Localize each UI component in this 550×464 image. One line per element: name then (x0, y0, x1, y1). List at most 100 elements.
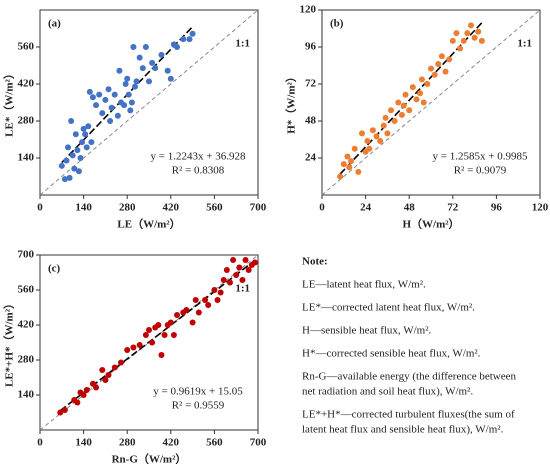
point (442, 68, 449, 75)
x-tick-label: 0 (319, 202, 325, 214)
point (346, 164, 353, 171)
point (61, 407, 68, 413)
point (464, 30, 471, 37)
note-line: LE*—corrected latent heat flux, W/m². (302, 302, 475, 314)
point (63, 157, 70, 164)
y-tick-label: 280 (18, 354, 35, 366)
point (395, 99, 402, 106)
point (391, 118, 398, 124)
point (428, 65, 434, 72)
point (431, 71, 438, 78)
point (71, 165, 78, 172)
point (400, 102, 407, 109)
equation: y = 1.2585x + 0.9985 (433, 151, 528, 163)
point (107, 118, 114, 124)
point (122, 81, 129, 87)
point (170, 332, 177, 338)
point (74, 147, 81, 154)
point (111, 364, 118, 371)
point (449, 37, 456, 44)
panel-label: (b) (330, 18, 344, 30)
point (214, 297, 221, 303)
point (105, 86, 112, 93)
point (130, 44, 137, 50)
point (183, 307, 190, 313)
note-line: H—sensible heat flux, W/m². (302, 325, 432, 337)
point (226, 279, 233, 286)
point (125, 91, 132, 98)
x-tick-label: 280 (119, 437, 136, 449)
plot-frame (39, 9, 259, 196)
point (74, 399, 81, 406)
point (186, 36, 193, 43)
y-tick-label: 96 (305, 41, 317, 53)
point (124, 75, 131, 82)
point (99, 367, 106, 373)
x-axis-label: H（W/m²） (402, 218, 459, 231)
point (189, 319, 196, 326)
y-tick-label: 420 (18, 78, 35, 90)
point (478, 37, 485, 44)
point (128, 99, 135, 106)
point (475, 28, 482, 35)
y-tick-label: 120 (300, 4, 317, 16)
point (161, 332, 168, 338)
point (435, 60, 442, 67)
point (351, 145, 358, 152)
point (420, 99, 427, 106)
annotation: 1:1 (235, 283, 250, 295)
point (438, 53, 445, 60)
y-axis-label: LE*（W/m²） (3, 68, 16, 137)
point (83, 387, 90, 393)
point (344, 153, 351, 160)
y-tick-label: 280 (18, 115, 35, 127)
point (80, 125, 87, 132)
x-tick-label: 140 (75, 202, 92, 214)
point (66, 174, 73, 181)
point (355, 168, 362, 175)
r-squared: R² = 0.9079 (454, 165, 507, 177)
panel-label: (a) (48, 18, 61, 30)
point (136, 54, 143, 61)
equation: y = 0.9619x + 15.05 (153, 386, 243, 398)
y-tick-label: 24 (305, 152, 317, 164)
point (65, 144, 72, 151)
x-tick-label: 48 (404, 202, 416, 214)
point (388, 107, 395, 114)
point (164, 67, 171, 74)
point (220, 277, 227, 283)
point (189, 30, 196, 37)
point (358, 130, 365, 137)
point (139, 65, 146, 72)
point (373, 133, 380, 140)
point (239, 277, 246, 283)
point (366, 145, 373, 152)
point (251, 259, 258, 266)
point (211, 287, 218, 293)
point (117, 359, 124, 366)
point (382, 114, 389, 121)
point (75, 168, 82, 175)
y-tick-label: 420 (18, 319, 35, 331)
point (72, 131, 79, 138)
note-line: H*—corrected sensible heat flux, W/m². (302, 348, 481, 360)
point (406, 107, 413, 114)
point (142, 332, 149, 338)
point (93, 102, 100, 109)
plot-frame (39, 254, 259, 431)
point (223, 267, 230, 273)
point (80, 392, 87, 398)
point (236, 264, 243, 271)
point (158, 51, 165, 58)
x-tick-label: 24 (360, 202, 372, 214)
x-tick-label: 560 (206, 437, 223, 449)
plot-frame (321, 9, 541, 196)
x-tick-label: 560 (206, 202, 223, 214)
point (149, 339, 156, 346)
point (457, 45, 464, 52)
y-tick-label: 140 (18, 389, 35, 401)
point (230, 257, 237, 263)
point (105, 372, 112, 378)
point (174, 312, 181, 318)
point (61, 176, 68, 183)
